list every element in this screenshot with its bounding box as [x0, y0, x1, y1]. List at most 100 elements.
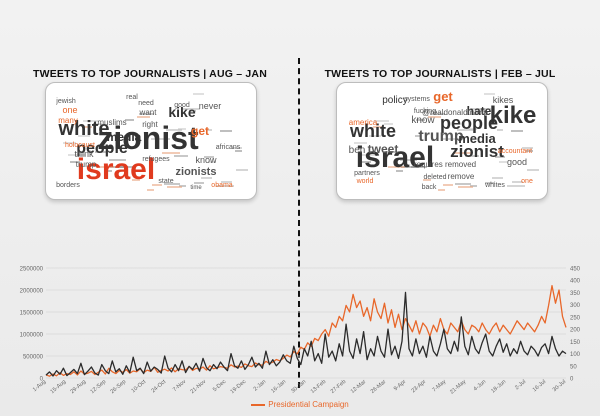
cloud-filler-mark	[179, 185, 186, 187]
x-tick-label: 24-Oct	[151, 379, 168, 395]
cloud-word: systems	[404, 96, 430, 103]
y-right-tick-label: 50	[570, 364, 577, 370]
cloud-word: whites	[484, 182, 505, 189]
cloud-filler-mark	[95, 151, 106, 153]
legend-swatch	[251, 403, 266, 406]
cloud-filler-mark	[167, 186, 182, 188]
cloud-filler-mark	[438, 189, 445, 191]
x-tick-label: 16-Jul	[532, 379, 548, 393]
right-panel-title: TWEETS TO TOP JOURNALISTS | FEB – JUL	[324, 68, 556, 80]
cloud-filler-mark	[453, 152, 471, 154]
cloud-filler-mark	[63, 142, 76, 144]
cloud-filler-mark	[384, 123, 393, 125]
cloud-filler-mark	[83, 120, 98, 122]
cloud-word: people	[76, 140, 128, 157]
cloud-filler-mark	[137, 116, 150, 118]
y-right-tick-label: 450	[570, 267, 581, 273]
cloud-word: @realdonaldtrump	[422, 108, 488, 117]
cloud-filler-mark	[400, 159, 417, 161]
cloud-word: zionist	[97, 120, 199, 156]
cloud-word: ben	[349, 145, 366, 156]
cloud-word: israel	[356, 141, 434, 174]
cloud-filler-mark	[139, 113, 154, 115]
y-right-tick-label: 400	[570, 279, 581, 285]
cloud-filler-mark	[201, 177, 212, 179]
cloud-filler-mark	[174, 155, 188, 157]
cloud-filler-mark	[369, 135, 381, 137]
x-tick-label: 12-Mar	[350, 379, 368, 395]
legend-label: Presidential Campaign	[268, 400, 349, 409]
cloud-filler-mark	[236, 169, 248, 171]
x-tick-label: 26-Sep	[110, 379, 128, 395]
y-left-tick-label: 0	[40, 377, 44, 383]
cloud-word: refugees	[142, 156, 170, 163]
x-tick-label: 4-Jun	[473, 379, 488, 393]
cloud-filler-mark	[147, 189, 154, 191]
cloud-word: zionist	[450, 142, 504, 161]
cloud-filler-mark	[216, 185, 234, 187]
cloud-filler-mark	[189, 110, 196, 112]
x-tick-label: 16-Jan	[270, 379, 287, 395]
x-tick-label: 2-Jul	[514, 379, 527, 391]
cloud-filler-mark	[220, 130, 232, 132]
chart-legend: Presidential Campaign	[0, 400, 600, 409]
cloud-word: want	[139, 108, 158, 117]
cloud-filler-mark	[361, 161, 371, 163]
cloud-filler-mark	[507, 185, 525, 187]
x-tick-label: 7-Nov	[172, 379, 187, 393]
x-tick-label: 9-Apr	[393, 379, 407, 392]
x-tick-label: 23-Apr	[411, 379, 428, 394]
cloud-word: one	[521, 178, 533, 185]
cloud-filler-mark	[492, 177, 503, 179]
cloud-word: policy	[382, 95, 408, 106]
y-right-tick-label: 100	[570, 352, 581, 358]
cloud-word: zionists	[176, 166, 217, 178]
cloud-filler-mark	[206, 129, 212, 131]
cloud-filler-mark	[458, 186, 473, 188]
x-tick-label: 21-May	[449, 379, 467, 396]
cloud-word: kike	[490, 102, 537, 129]
cloud-filler-mark	[164, 183, 180, 185]
cloud-filler-mark	[193, 93, 204, 95]
cloud-filler-mark	[443, 184, 453, 186]
cloud-word: partners	[354, 170, 380, 177]
cloud-filler-mark	[527, 169, 539, 171]
cloud-filler-mark	[221, 181, 232, 183]
cloud-word: america	[349, 118, 378, 127]
cloud-filler-mark	[457, 129, 473, 131]
cloud-filler-mark	[485, 182, 495, 184]
cloud-filler-mark	[124, 135, 130, 137]
cloud-word: good	[507, 157, 527, 167]
cloud-filler-mark	[97, 166, 114, 168]
x-tick-label: 10-Oct	[131, 379, 148, 395]
cloud-word: back	[422, 184, 437, 191]
cloud-filler-mark	[396, 170, 403, 172]
cloud-word: kikes	[493, 95, 514, 105]
cloud-word: obama	[211, 182, 233, 189]
cloud-word: jewish	[55, 98, 76, 105]
cloud-filler-mark	[181, 108, 200, 110]
y-left-tick-label: 2500000	[20, 267, 44, 273]
cloud-word: need	[138, 100, 154, 107]
right-word-cloud: kike israel white people trump zionist media tw…	[336, 82, 548, 200]
y-right-tick-label: 150	[570, 340, 581, 346]
x-tick-label: 26-Mar	[370, 379, 388, 395]
cloud-word: many	[58, 116, 78, 125]
y-right-tick-label: 200	[570, 328, 581, 334]
y-left-tick-label: 1500000	[20, 311, 44, 317]
x-tick-label: 13-Feb	[310, 379, 327, 395]
cloud-filler-mark	[499, 161, 507, 163]
cloud-filler-mark	[231, 147, 242, 149]
cloud-filler-mark	[484, 93, 495, 95]
cloud-word: people	[440, 113, 498, 133]
cloud-filler-mark	[415, 135, 421, 137]
cloud-word: get	[191, 124, 209, 138]
y-left-tick-label: 2000000	[20, 289, 44, 295]
y-right-tick-label: 300	[570, 303, 581, 309]
cloud-filler-mark	[526, 150, 533, 152]
x-tick-label: 29-Aug	[70, 379, 88, 395]
cloud-filler-mark	[110, 166, 128, 168]
cloud-filler-mark	[132, 179, 140, 181]
y-left-tick-label: 500000	[23, 355, 44, 361]
